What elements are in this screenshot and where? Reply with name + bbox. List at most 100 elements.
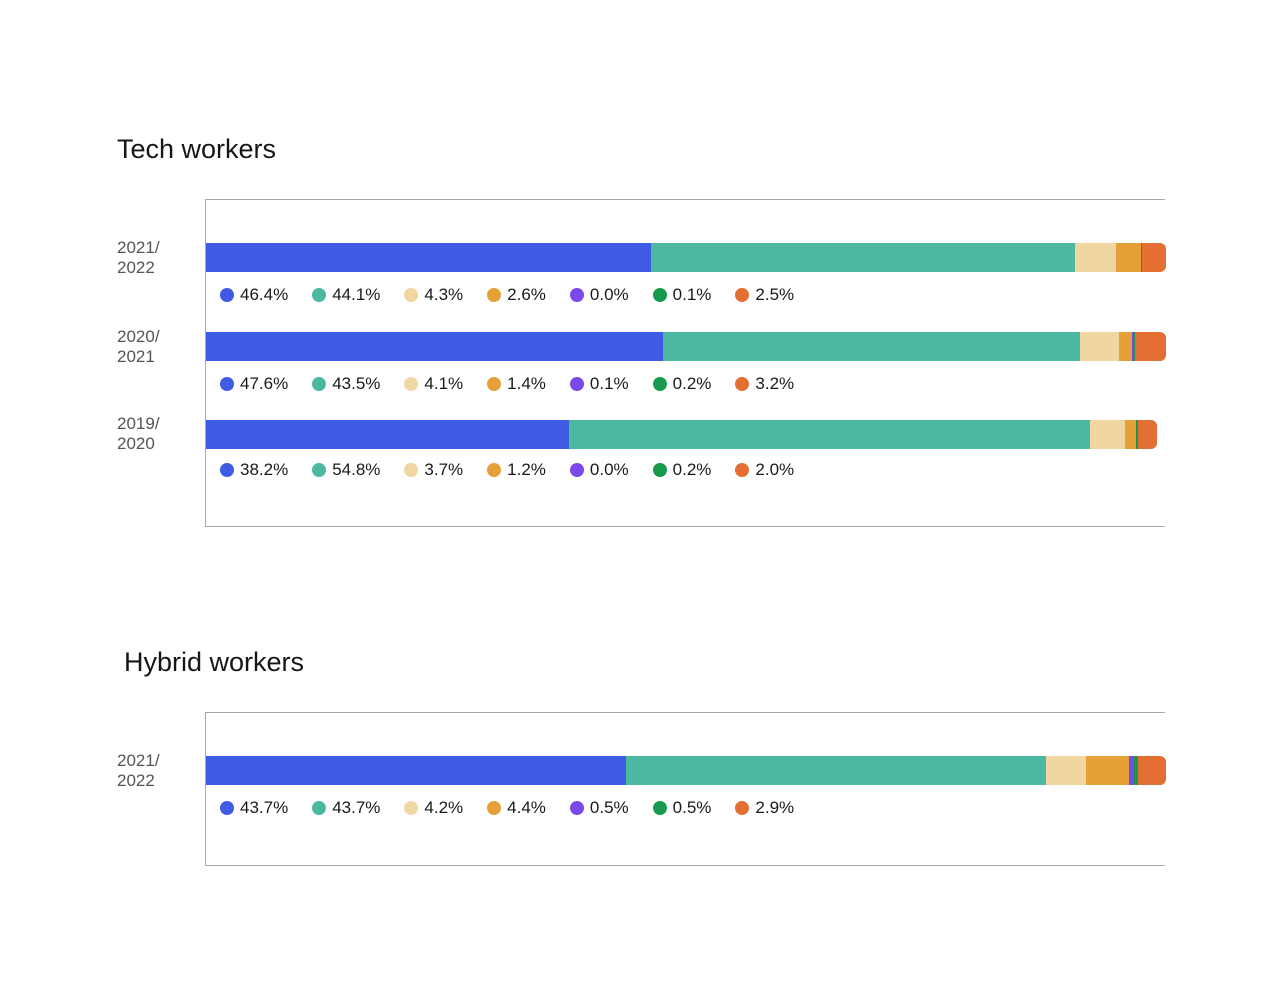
data-label: 2.5% — [755, 285, 795, 304]
legend-item: 3.7% — [404, 460, 463, 480]
legend-item: 0.0% — [569, 285, 629, 305]
data-label: 43.7% — [240, 798, 289, 817]
legend-item: 2.0% — [735, 460, 794, 480]
legend-dot — [404, 801, 419, 815]
legend-item: 47.6% — [220, 374, 288, 394]
legend-dot — [404, 377, 419, 391]
data-label: 3.7% — [424, 460, 464, 479]
bar-legend: 46.4% 44.1% 4.3% 2.6% 0.0% 0.1% 2.5% — [220, 284, 818, 306]
bar-segment — [651, 243, 1075, 272]
chart-frame — [205, 712, 1165, 866]
data-label: 0.5% — [589, 798, 629, 817]
legend-dot — [220, 288, 234, 302]
chart-title: Hybrid workers — [124, 647, 305, 677]
legend-item: 0.5% — [569, 798, 629, 818]
legend-dot — [487, 288, 502, 302]
legend-item: 2.6% — [487, 285, 546, 305]
data-label: 46.4% — [240, 285, 289, 304]
legend-dot — [735, 463, 750, 477]
legend-dot — [220, 463, 234, 477]
legend-dot — [487, 801, 502, 815]
legend-item: 0.5% — [652, 798, 712, 818]
data-label: 4.3% — [424, 285, 464, 304]
legend-item: 2.5% — [735, 285, 794, 305]
legend-item: 0.1% — [569, 374, 629, 394]
data-label: 0.5% — [672, 798, 712, 817]
bar-segment — [1128, 756, 1134, 785]
bar-segment — [1074, 243, 1117, 272]
legend-dot — [487, 377, 502, 391]
bar-legend: 38.2% 54.8% 3.7% 1.2% 0.0% 0.2% 2.0% — [220, 459, 818, 481]
data-label: 0.2% — [672, 374, 712, 393]
data-label: 4.1% — [424, 374, 464, 393]
bar-segment — [1118, 332, 1133, 361]
data-label: 0.1% — [672, 285, 712, 304]
data-label: 44.1% — [332, 285, 381, 304]
stacked-bar — [206, 243, 1166, 272]
stacked-bar — [206, 756, 1166, 785]
data-label: 0.1% — [589, 374, 629, 393]
data-label: 1.4% — [507, 374, 546, 393]
legend-dot — [569, 288, 584, 302]
legend-dot — [652, 801, 667, 815]
legend-item: 38.2% — [220, 460, 288, 480]
data-label: 1.2% — [507, 460, 546, 479]
legend-dot — [652, 377, 667, 391]
category-label: 2019/ 2020 — [117, 414, 160, 453]
legend-item: 43.7% — [220, 798, 288, 818]
legend-item: 54.8% — [312, 460, 380, 480]
category-label: 2021/ 2022 — [117, 238, 160, 277]
legend-item: 46.4% — [220, 285, 288, 305]
legend-item: 43.7% — [312, 798, 380, 818]
bar-segment — [206, 420, 569, 449]
legend-item: 0.0% — [569, 460, 629, 480]
legend-item: 0.2% — [652, 374, 712, 394]
legend-dot — [487, 463, 502, 477]
bar-segment — [625, 756, 1046, 785]
bar-segment — [206, 243, 652, 272]
data-label: 3.2% — [755, 374, 795, 393]
bar-segment — [1133, 332, 1136, 361]
bar-segment — [1136, 420, 1138, 449]
legend-item: 3.2% — [735, 374, 794, 394]
bar-segment — [662, 332, 1080, 361]
legend-item: 4.2% — [404, 798, 463, 818]
legend-dot — [569, 463, 584, 477]
bar-segment — [1045, 756, 1087, 785]
data-label: 54.8% — [332, 460, 381, 479]
legend-item: 2.9% — [735, 798, 794, 818]
bar-segment — [1116, 243, 1142, 272]
bar-segment — [1133, 756, 1139, 785]
legend-dot — [404, 288, 419, 302]
chart-frame — [205, 199, 1165, 527]
data-label: 2.9% — [755, 798, 795, 817]
data-label: 0.0% — [589, 460, 629, 479]
bar-segment — [1086, 756, 1129, 785]
bar-segment — [206, 756, 626, 785]
legend-dot — [652, 288, 667, 302]
bar-segment — [1124, 420, 1137, 449]
data-label: 38.2% — [240, 460, 289, 479]
bar-segment — [1141, 243, 1166, 272]
data-label: 47.6% — [240, 374, 289, 393]
bar-segment — [1132, 332, 1134, 361]
legend-item: 4.3% — [404, 285, 463, 305]
legend-dot — [735, 801, 750, 815]
stacked-bar — [206, 332, 1166, 361]
data-label: 0.2% — [672, 460, 712, 479]
legend-item: 1.2% — [487, 460, 546, 480]
legend-item: 4.1% — [404, 374, 463, 394]
legend-item: 1.4% — [487, 374, 546, 394]
legend-dot — [569, 801, 584, 815]
legend-dot — [312, 801, 327, 815]
data-label: 2.0% — [755, 460, 795, 479]
legend-dot — [312, 463, 327, 477]
legend-item: 44.1% — [312, 285, 380, 305]
bar-segment — [1141, 243, 1142, 272]
legend-item: 4.4% — [487, 798, 546, 818]
legend-item: 0.1% — [652, 285, 712, 305]
data-label: 4.2% — [424, 798, 464, 817]
stacked-bar — [206, 420, 1157, 449]
bar-segment — [1138, 756, 1166, 785]
legend-item: 43.5% — [312, 374, 380, 394]
